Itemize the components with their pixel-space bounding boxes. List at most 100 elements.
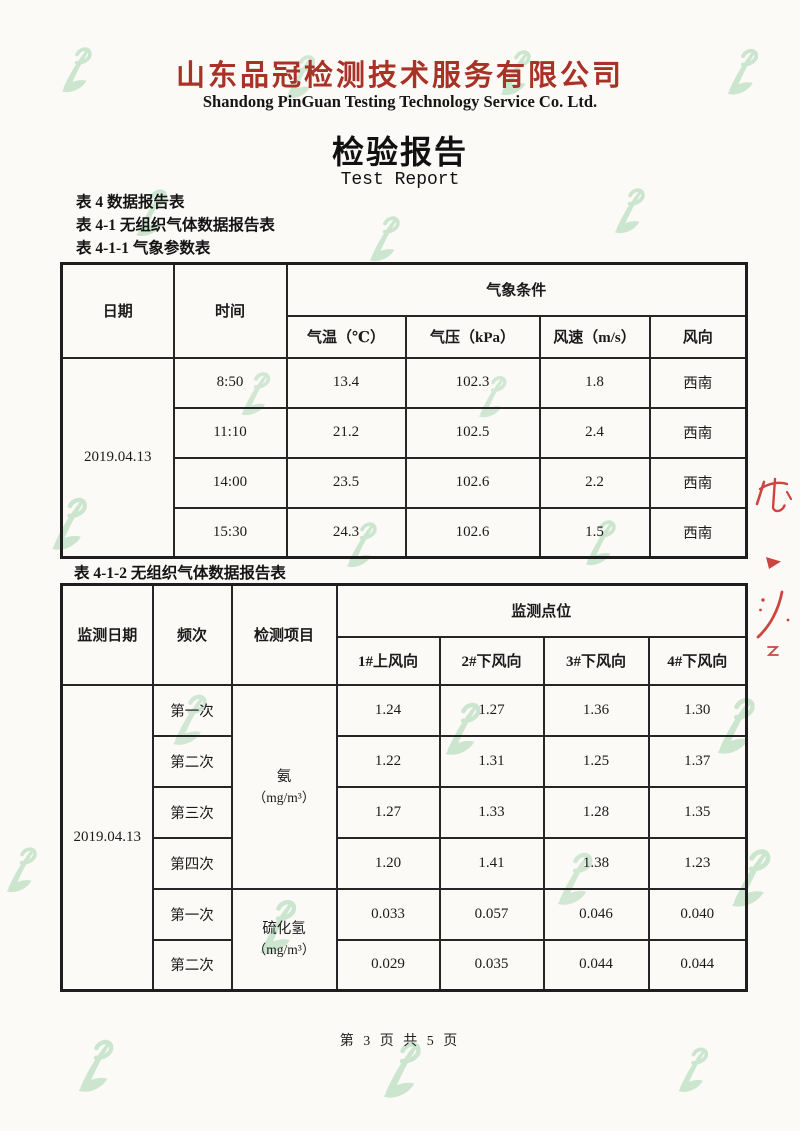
table-row: 2019.04.13 8:50 13.4 102.3 1.8 西南 (60, 356, 748, 559)
value-cell: 1.41 (438, 836, 545, 890)
value-cell: 0.046 (542, 887, 650, 941)
temp-cell: 21.2 (285, 406, 407, 459)
value-cell: 1.35 (647, 785, 748, 839)
header-test-item: 检测项目 (230, 583, 338, 686)
pressure-cell: 102.6 (404, 506, 541, 559)
pressure-cell: 102.5 (404, 406, 541, 459)
table-row: 第三次 1.27 1.33 1.28 1.35 (62, 785, 748, 839)
value-cell: 1.22 (335, 734, 441, 788)
company-name-en: Shandong PinGuan Testing Technology Serv… (202, 92, 598, 111)
table-row: 第四次 1.20 1.41 1.38 1.23 (62, 836, 748, 890)
brand-watermark-icon (2, 844, 38, 894)
header-point-2: 2#下风向 (438, 635, 545, 686)
value-cell: 0.040 (647, 887, 748, 941)
value-cell: 1.24 (335, 683, 441, 737)
table-captions: 表 4 数据报告表 表 4-1 无组织气体数据报告表 表 4-1-1 气象参数表 (76, 191, 275, 260)
header-frequency: 频次 (151, 583, 233, 686)
value-cell: 1.23 (647, 836, 748, 890)
table-row: 11:10 21.2 102.5 2.4 西南 (62, 406, 748, 459)
value-cell: 1.28 (542, 785, 650, 839)
table-row: 2019.04.13 第一次 氨 （mg/m³） 1.24 1.27 1.36 … (60, 683, 748, 992)
test-item-cell: 硫化氢 （mg/m³） (230, 887, 338, 992)
value-cell: 1.27 (438, 683, 545, 737)
wind-dir-cell: 西南 (648, 506, 748, 559)
value-cell: 0.033 (335, 887, 441, 941)
date-cell: 2019.04.13 (60, 356, 175, 559)
header-pressure: 气压（kPa） (404, 314, 541, 359)
temp-cell: 24.3 (285, 506, 407, 559)
value-cell: 0.044 (647, 938, 748, 992)
pressure-cell: 102.6 (404, 456, 541, 509)
header-weather-group: 气象条件 (285, 262, 748, 317)
wind-dir-cell: 西南 (648, 456, 748, 509)
caption-table-4-1: 表 4-1 无组织气体数据报告表 (76, 217, 275, 234)
weather-parameters-table: 日期 时间 气象条件 气温（℃） 气压（kPa） 风速（m/s） 风向 2019… (60, 262, 749, 559)
frequency-cell: 第一次 (151, 683, 233, 737)
value-cell: 1.20 (335, 836, 441, 890)
time-cell: 11:10 (172, 406, 288, 459)
caption-table-4-1-1: 表 4-1-1 气象参数表 (76, 240, 211, 257)
frequency-cell: 第二次 (151, 938, 233, 992)
value-cell: 1.33 (438, 785, 545, 839)
test-item-cell: 氨 （mg/m³） (230, 683, 338, 890)
wind-speed-cell: 1.5 (538, 506, 651, 559)
pressure-cell: 102.3 (404, 356, 541, 409)
header-temperature: 气温（℃） (285, 314, 407, 359)
item-name: 氨 (276, 768, 292, 785)
value-cell: 1.36 (542, 683, 650, 737)
value-cell: 1.31 (438, 734, 545, 788)
header-date: 日期 (60, 262, 175, 359)
item-name: 硫化氢 (262, 921, 306, 938)
header-time: 时间 (172, 262, 288, 359)
value-cell: 1.30 (647, 683, 748, 737)
brand-watermark-icon (608, 185, 648, 235)
report-title-cn: 检验报告 (331, 134, 468, 170)
gas-data-table: 监测日期 频次 检测项目 监测点位 1#上风向 2#下风向 3#下风向 4#下风… (60, 583, 749, 992)
value-cell: 1.25 (542, 734, 650, 788)
value-cell: 1.27 (335, 785, 441, 839)
frequency-cell: 第二次 (151, 734, 233, 788)
wind-dir-cell: 西南 (648, 406, 748, 459)
header-monitor-date: 监测日期 (60, 583, 154, 686)
time-cell: 15:30 (172, 506, 288, 559)
brand-watermark-icon (675, 1044, 708, 1094)
value-cell: 1.38 (542, 836, 650, 890)
time-cell: 8:50 (172, 356, 288, 409)
wind-speed-cell: 1.8 (538, 356, 651, 409)
wind-speed-cell: 2.2 (538, 456, 651, 509)
temp-cell: 13.4 (285, 356, 407, 409)
temp-cell: 23.5 (285, 456, 407, 509)
table-row: 第二次 0.029 0.035 0.044 0.044 (62, 938, 748, 992)
value-cell: 0.035 (438, 938, 545, 992)
report-title-en: Test Report (340, 170, 460, 190)
header-wind-direction: 风向 (648, 314, 748, 359)
value-cell: 0.057 (438, 887, 545, 941)
header-monitor-points-group: 监测点位 (335, 583, 748, 638)
page-number-footer: 第 3 页 共 5 页 (339, 1034, 461, 1049)
header-point-1: 1#上风向 (335, 635, 441, 686)
time-cell: 14:00 (172, 456, 288, 509)
frequency-cell: 第三次 (151, 785, 233, 839)
value-cell: 0.029 (335, 938, 441, 992)
frequency-cell: 第四次 (151, 836, 233, 890)
red-ink-marks-icon (755, 477, 793, 656)
wind-speed-cell: 2.4 (538, 406, 651, 459)
header-point-4: 4#下风向 (647, 635, 748, 686)
item-unit: （mg/m³） (252, 789, 316, 805)
header-wind-speed: 风速（m/s） (538, 314, 651, 359)
value-cell: 0.044 (542, 938, 650, 992)
frequency-cell: 第一次 (151, 887, 233, 941)
table-row: 第二次 1.22 1.31 1.25 1.37 (62, 734, 748, 788)
brand-watermark-icon (363, 213, 403, 263)
table-row: 第一次 硫化氢 （mg/m³） 0.033 0.057 0.046 0.040 (62, 887, 748, 992)
table-row: 14:00 23.5 102.6 2.2 西南 (62, 456, 748, 509)
item-unit: （mg/m³） (252, 942, 316, 958)
caption-table-4: 表 4 数据报告表 (76, 194, 185, 211)
wind-dir-cell: 西南 (648, 356, 748, 409)
value-cell: 1.37 (647, 734, 748, 788)
monitor-date-cell: 2019.04.13 (60, 683, 154, 992)
header-point-3: 3#下风向 (542, 635, 650, 686)
caption-table-4-1-2: 表 4-1-2 无组织气体数据报告表 (74, 565, 286, 582)
company-name-cn: 山东品冠检测技术服务有限公司 (175, 60, 624, 92)
